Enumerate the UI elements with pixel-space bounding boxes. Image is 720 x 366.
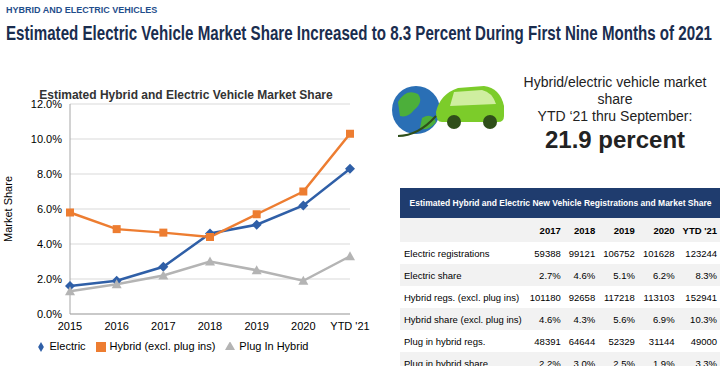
html-text:2019: 2019	[613, 224, 635, 236]
html-text:Estimated Hybrid and Electric: Estimated Hybrid and Electric New Vehicl…	[409, 198, 712, 208]
svg-text:12.0%: 12.0%	[31, 98, 62, 110]
html-text:64644: 64644	[568, 335, 596, 347]
html-text:6.9%: 6.9%	[652, 313, 675, 325]
html-text:Hybrid/electric vehicle market: Hybrid/electric vehicle market share	[523, 74, 707, 107]
html-text:117218: 117218	[603, 291, 635, 303]
html-text:2020: 2020	[653, 224, 675, 236]
svg-text:2017: 2017	[151, 320, 175, 332]
svg-text:2019: 2019	[244, 320, 268, 332]
html-text:99121: 99121	[568, 247, 596, 259]
html-text:Plug in hybrid regs.: Plug in hybrid regs.	[404, 335, 486, 347]
html-text:Estimated Hybrid and Electric: Estimated Hybrid and Electric Vehicle Ma…	[39, 88, 333, 102]
html-text:Electric share: Electric share	[404, 269, 462, 281]
html-text:Plug In Hybrid: Plug In Hybrid	[239, 340, 309, 352]
html-text:2.7%: 2.7%	[539, 269, 561, 281]
html-text:52329: 52329	[608, 335, 635, 347]
html-text:4.3%: 4.3%	[573, 313, 596, 325]
svg-text:2015: 2015	[58, 320, 82, 332]
svg-text:2020: 2020	[291, 320, 315, 332]
html-text:YTD '21: YTD '21	[682, 224, 717, 236]
html-text:Electric: Electric	[49, 340, 86, 352]
svg-text:8.0%: 8.0%	[37, 168, 62, 180]
html-text:Hybrid (excl. plug ins): Hybrid (excl. plug ins)	[109, 340, 216, 352]
svg-text:HYBRID AND ELECTRIC VEHICLES: HYBRID AND ELECTRIC VEHICLES	[8, 5, 157, 15]
html-text:2017: 2017	[539, 224, 561, 236]
html-text:21.9 percent: 21.9 percent	[545, 126, 685, 153]
html-text:49000: 49000	[690, 335, 717, 347]
svg-text:Market Share: Market Share	[8, 176, 14, 242]
html-text:10.3%: 10.3%	[690, 313, 717, 325]
html-text:59388: 59388	[534, 247, 561, 259]
svg-text:6.0%: 6.0%	[37, 203, 62, 215]
svg-text:Estimated Electric Vehicle Mar: Estimated Electric Vehicle Market Share …	[8, 21, 712, 44]
html-text:5.6%: 5.6%	[613, 313, 635, 325]
svg-text:YTD '21: YTD '21	[330, 320, 369, 332]
html-text:5.1%: 5.1%	[613, 269, 635, 281]
html-text:Hybrid share (excl. plug ins): Hybrid share (excl. plug ins)	[404, 313, 522, 325]
html-text:48391: 48391	[534, 335, 561, 347]
html-text:YTD ‘21 thru September:: YTD ‘21 thru September:	[537, 108, 693, 124]
html-text:6.2%: 6.2%	[652, 269, 675, 281]
html-text:4.6%: 4.6%	[573, 269, 596, 281]
html-text:101180: 101180	[529, 291, 561, 303]
svg-text:4.0%: 4.0%	[37, 238, 62, 250]
svg-text:2.0%: 2.0%	[37, 273, 62, 285]
svg-text:2018: 2018	[198, 320, 222, 332]
svg-text:2016: 2016	[104, 320, 128, 332]
html-text:31144: 31144	[648, 335, 675, 347]
html-text:101628: 101628	[642, 247, 675, 259]
html-text:2018: 2018	[574, 224, 596, 236]
html-text:4.6%: 4.6%	[539, 313, 561, 325]
html-text:Hybrid regs. (excl. plug ins): Hybrid regs. (excl. plug ins)	[404, 291, 520, 303]
svg-text:0.0%: 0.0%	[37, 308, 62, 320]
html-text:Electric registrations: Electric registrations	[404, 247, 490, 259]
svg-text:10.0%: 10.0%	[31, 133, 62, 145]
html-text:92658: 92658	[568, 291, 596, 303]
html-text:123244: 123244	[685, 247, 717, 259]
html-text:106752: 106752	[603, 247, 635, 259]
html-text:113103: 113103	[643, 291, 675, 303]
html-text:8.3%: 8.3%	[695, 269, 717, 281]
html-text:152941: 152941	[685, 291, 717, 303]
